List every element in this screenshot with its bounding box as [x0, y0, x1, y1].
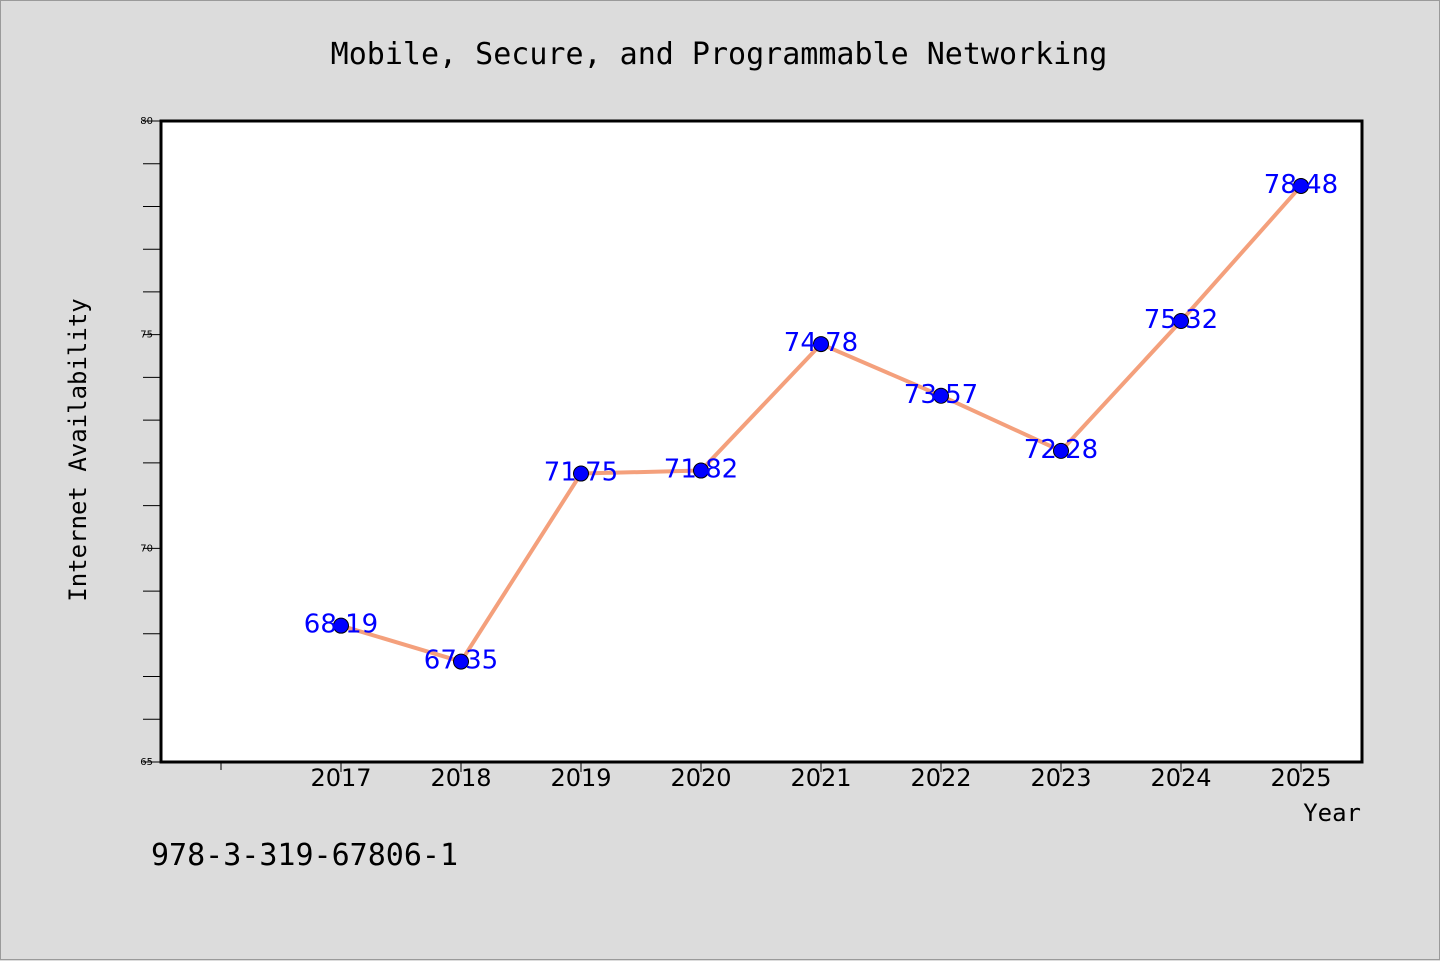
data-label: 71.82 [664, 455, 738, 485]
y-tick-label: 75 [140, 330, 153, 341]
x-tick-label: 2017 [310, 764, 371, 792]
data-point [1293, 177, 1309, 194]
data-label: 73.57 [904, 380, 978, 410]
data-label: 78.48 [1264, 170, 1338, 200]
data-label: 72.28 [1024, 435, 1098, 465]
data-point [933, 387, 949, 404]
y-axis-ticks: 65 70 75 80 [140, 116, 161, 768]
data-point [453, 653, 469, 670]
x-axis-label: Year [1303, 799, 1361, 827]
footer-isbn: 978-3-319-67806-1 [151, 838, 458, 873]
x-tick-label: 2022 [910, 764, 971, 792]
x-tick-label: 2020 [670, 764, 731, 792]
data-label: 75.32 [1144, 305, 1218, 335]
y-tick-label: 70 [140, 543, 153, 554]
plot-area [159, 119, 1364, 764]
y-axis-label: Internet Availability [64, 298, 92, 601]
chart-title: Mobile, Secure, and Programmable Network… [331, 37, 1108, 72]
data-point [813, 336, 829, 353]
y-tick-label: 65 [140, 757, 153, 768]
data-point [573, 465, 589, 482]
data-point [693, 462, 709, 479]
data-point [1053, 442, 1069, 459]
x-axis-ticks: 2017 2018 2019 2020 2021 2022 2023 2024 2025 [220, 762, 1332, 792]
data-point [1173, 312, 1189, 329]
x-tick-label: 2025 [1270, 764, 1331, 792]
data-point [333, 617, 349, 634]
data-label: 67.35 [424, 646, 498, 676]
x-tick-label: 2024 [1150, 764, 1211, 792]
x-tick-label: 2019 [550, 764, 611, 792]
data-label: 74.78 [784, 328, 858, 358]
data-label: 68.19 [304, 610, 378, 640]
x-tick-label: 2023 [1030, 764, 1091, 792]
series-layer: 68.19 67.35 71.75 71.82 74.78 73.57 72.28 75.32… [304, 170, 1338, 676]
data-label: 71.75 [544, 458, 618, 488]
y-tick-label: 80 [140, 116, 153, 127]
x-tick-label: 2018 [430, 764, 491, 792]
x-tick-label: 2021 [790, 764, 851, 792]
